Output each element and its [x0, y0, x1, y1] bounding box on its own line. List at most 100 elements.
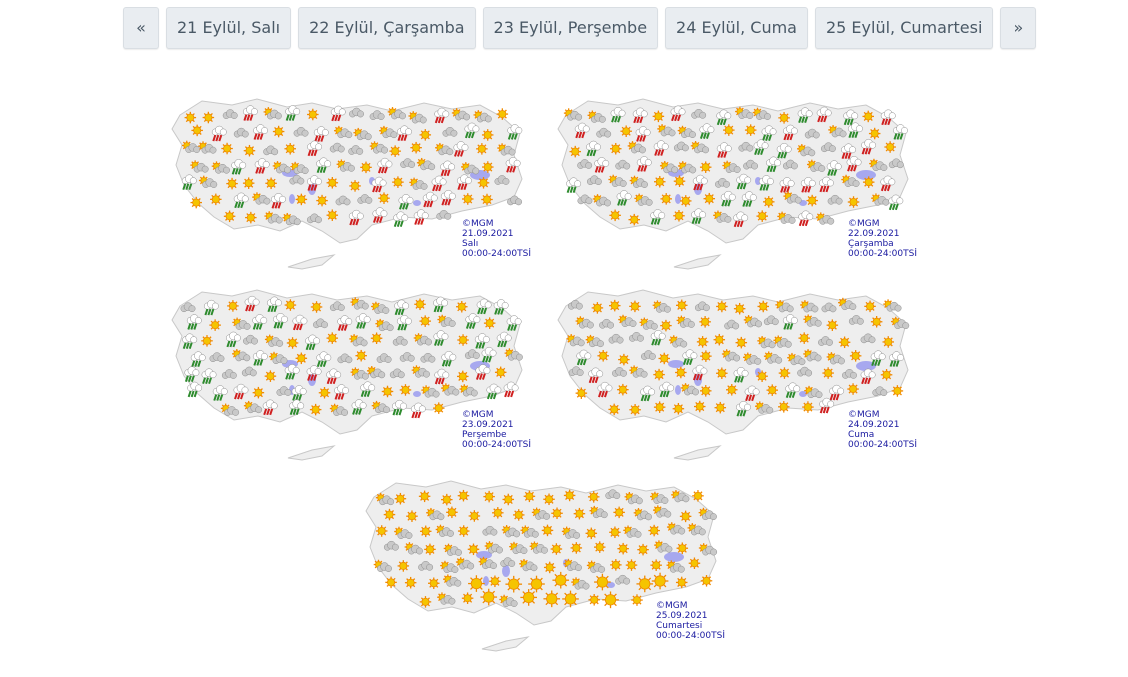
pager-day-25[interactable]: 25 Eylül, Cumartesi [814, 7, 994, 49]
partly-cloudy-icon [653, 505, 672, 518]
thunderstorm-icon [440, 189, 456, 206]
rain-icon [785, 382, 801, 399]
partly-cloudy-icon [828, 125, 847, 138]
cloudy-icon [348, 145, 364, 155]
forecast-map-25[interactable]: ©MGM 25.09.2021 Cumartesi 00:00-24:00TSİ [356, 475, 732, 653]
sunny-icon [700, 350, 712, 362]
lake-shape [476, 551, 492, 559]
rain-icon [289, 399, 305, 416]
sunny-icon [652, 110, 665, 123]
partly-cloudy-icon [504, 348, 523, 361]
sunny-icon [884, 141, 896, 153]
partly-cloudy-icon [618, 314, 637, 328]
map-day: Perşembe [462, 430, 507, 440]
sunny-icon [202, 111, 215, 124]
pager-next-button[interactable]: » [1000, 7, 1037, 49]
cloudy-icon [615, 574, 631, 585]
country-outline [365, 480, 717, 626]
partly-cloudy-icon [804, 385, 823, 399]
map-day: Cuma [848, 430, 875, 440]
rain-icon [182, 333, 198, 350]
thunderstorm-icon [233, 383, 249, 400]
partly-cloudy-icon [529, 541, 548, 554]
cloudy-icon [888, 158, 904, 169]
lake-shape [483, 576, 489, 586]
cloudy-icon [337, 353, 353, 364]
partly-cloudy-icon [633, 508, 652, 521]
forecast-map-21[interactable]: ©MGM 21.09.2021 Salı 00:00-24:00TSİ [162, 93, 538, 271]
sunny-icon [654, 175, 666, 188]
partly-cloudy-icon [623, 525, 642, 538]
sunny-icon [432, 402, 445, 414]
partly-cloudy-icon [752, 107, 771, 120]
sunny-icon [675, 576, 688, 589]
pager-day-24[interactable]: 24 Eylül, Cuma [665, 7, 808, 49]
sunny-icon [223, 210, 236, 223]
map-period: 00:00-24:00TSİ [656, 631, 725, 641]
forecast-map-23[interactable]: ©MGM 23.09.2021 Perşembe 00:00-24:00TSİ [162, 284, 538, 462]
sunny-icon [494, 366, 507, 379]
cloudy-icon [420, 352, 436, 363]
sunny-icon [404, 576, 417, 589]
sunny-icon [419, 525, 432, 538]
cloudy-icon [842, 369, 857, 379]
cloudy-icon [180, 302, 196, 313]
sunny-icon [650, 559, 662, 571]
partly-cloudy-icon [677, 161, 697, 174]
thunderstorm-icon [307, 140, 323, 157]
partly-cloudy-icon [350, 367, 369, 380]
sunny-icon [573, 507, 586, 520]
cloudy-icon [482, 525, 498, 536]
hot-sun-icon [505, 575, 523, 593]
rain-icon [659, 381, 675, 398]
map-date: 24.09.2021 [848, 420, 900, 430]
partly-cloudy-icon [435, 524, 454, 537]
cloudy-icon [738, 141, 754, 152]
sunny-icon [190, 196, 202, 209]
partly-cloudy-icon [509, 541, 528, 555]
rain-icon [316, 351, 332, 367]
sunny-icon [284, 299, 297, 311]
partly-cloudy-icon [220, 403, 240, 416]
cloudy-icon [436, 210, 452, 220]
turkey-map [171, 98, 523, 270]
partly-cloudy-icon [394, 526, 413, 539]
hot-sun-icon [602, 591, 619, 609]
partly-cloudy-icon [369, 141, 388, 154]
pager-prev-button[interactable]: « [123, 7, 159, 49]
rain-icon [826, 160, 842, 176]
partly-cloudy-icon [198, 141, 217, 154]
sunny-icon [882, 336, 895, 348]
sunny-icon [692, 490, 704, 502]
sunny-icon [648, 524, 660, 537]
sunny-icon [286, 337, 299, 349]
sunny-icon [410, 141, 422, 154]
thunderstorm-icon [503, 381, 519, 398]
forecast-map-22[interactable]: ©MGM 22.09.2021 Çarşamba 00:00-24:00TSİ [548, 93, 924, 271]
sunny-icon [512, 509, 525, 521]
rain-icon [201, 368, 217, 385]
partly-cloudy-icon [181, 140, 201, 153]
partly-cloudy-icon [698, 507, 717, 521]
pager-day-23[interactable]: 23 Eylül, Perşembe [482, 7, 659, 49]
partly-cloudy-icon [592, 194, 611, 207]
cloudy-icon [357, 194, 373, 204]
thunderstorm-icon [818, 176, 834, 193]
map-caption: ©MGM 22.09.2021 Çarşamba 00:00-24:00TSİ [848, 219, 917, 259]
partly-cloudy-icon [589, 505, 608, 519]
rain-icon [720, 190, 736, 207]
pager-day-22[interactable]: 22 Eylül, Çarşamba [298, 7, 476, 49]
thunderstorm-icon [798, 210, 814, 227]
thunderstorm-icon [588, 367, 604, 384]
sunny-icon [617, 383, 629, 396]
lake-shape [413, 391, 421, 397]
cloudy-icon [241, 366, 257, 377]
thunderstorm-icon [744, 385, 760, 402]
partly-cloudy-icon [815, 212, 835, 225]
pager-day-21[interactable]: 21 Eylül, Salı [166, 7, 292, 49]
sunny-icon [392, 176, 404, 188]
partly-cloudy-icon [803, 314, 822, 327]
sunny-icon [608, 299, 621, 312]
sunny-icon [210, 193, 222, 206]
forecast-map-24[interactable]: ©MGM 24.09.2021 Cuma 00:00-24:00TSİ [548, 284, 924, 462]
